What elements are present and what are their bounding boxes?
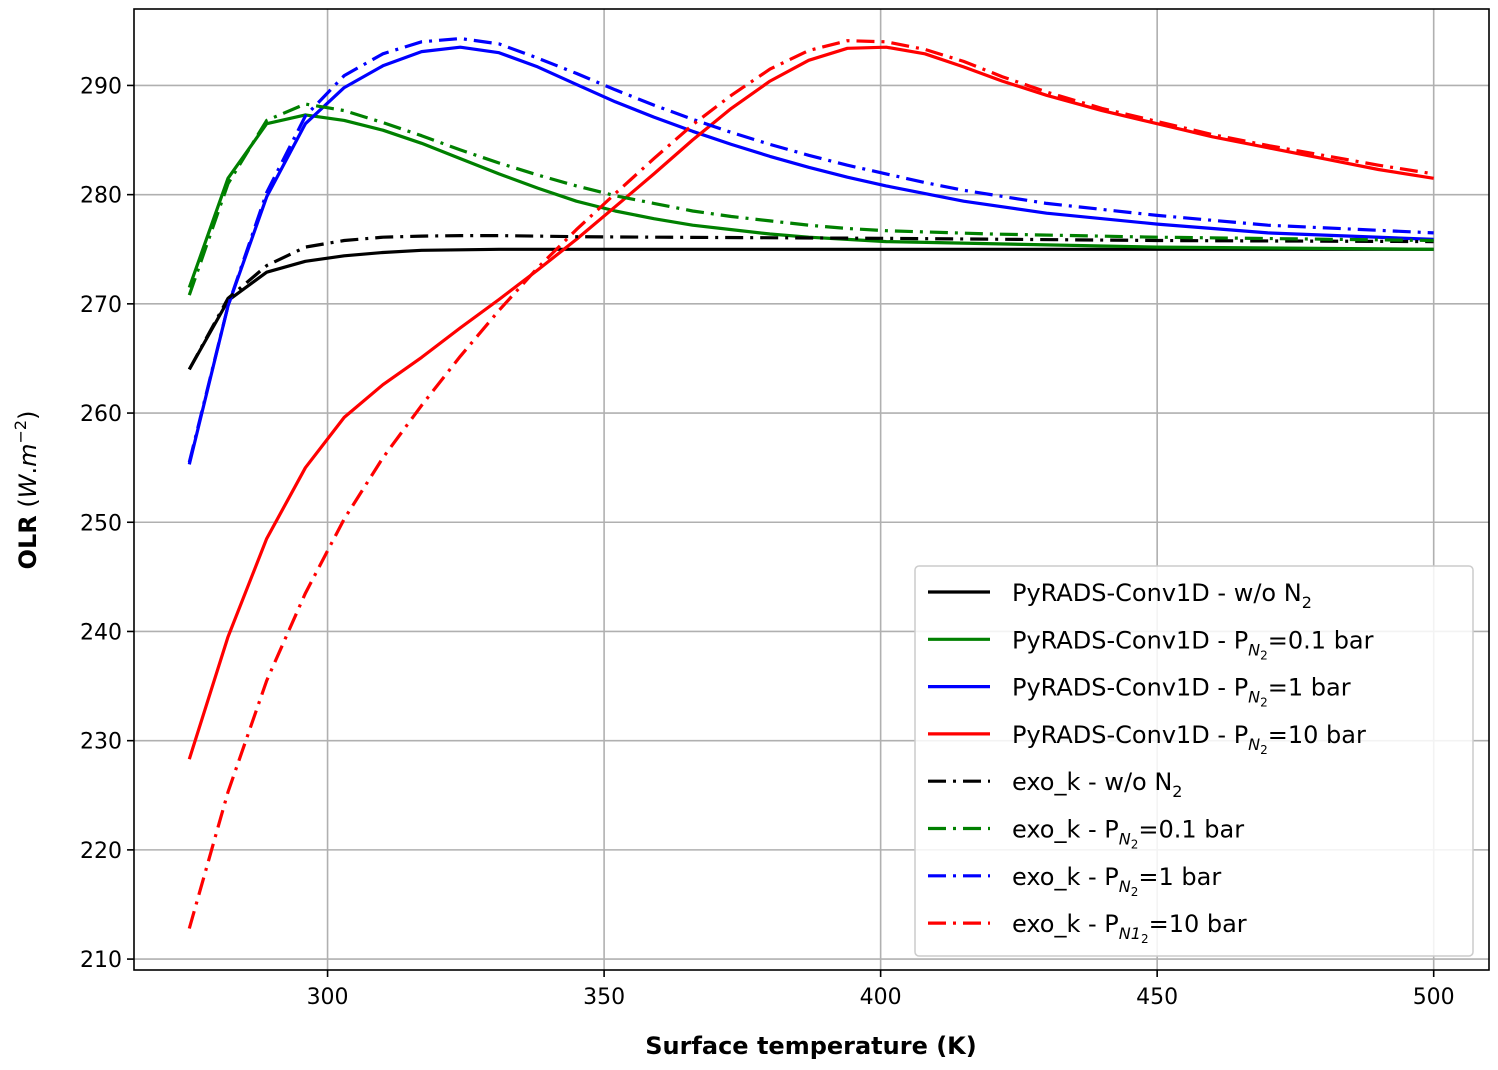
- y-axis-title-w: W: [14, 473, 42, 498]
- y-tick-label: 280: [80, 184, 122, 209]
- y-tick-label: 220: [80, 839, 122, 864]
- y-axis-title-close: ): [14, 411, 42, 420]
- legend-label-sub: N: [1248, 640, 1260, 659]
- legend-label-sub2: 2: [1260, 648, 1268, 662]
- legend-label-5: exo_k - w/o N2: [1012, 768, 1182, 801]
- y-axis-title-m: m: [14, 444, 42, 467]
- legend-box: [914, 565, 1474, 957]
- series-lines: [187, 36, 1434, 929]
- legend-label-sub2: 2: [1131, 885, 1139, 899]
- series-line-1: [187, 247, 1434, 371]
- legend-label-sub: N: [1248, 688, 1260, 707]
- series-line-6: [187, 102, 1434, 296]
- legend-label-3: PyRADS-Conv1D - PN2=1 bar: [1012, 674, 1351, 710]
- y-tick-label: 270: [80, 293, 122, 318]
- legend-label-main: exo_k - P: [1012, 816, 1119, 844]
- legend-label-main: PyRADS-Conv1D - P: [1012, 626, 1248, 654]
- legend-label-sub2: 2: [1260, 743, 1268, 757]
- legend-label-main: exo_k - w/o N: [1012, 768, 1172, 796]
- legend-label-sub2: 2: [1141, 932, 1149, 946]
- legend-label-main: PyRADS-Conv1D - P: [1012, 674, 1248, 702]
- legend-label-7: exo_k - PN2=1 bar: [1012, 863, 1221, 899]
- series-line-7: [187, 36, 1434, 463]
- legend-label-main: exo_k - P: [1012, 910, 1119, 938]
- y-tick-label: 290: [80, 74, 122, 99]
- legend-label-tail: =0.1 bar: [1268, 626, 1374, 654]
- y-tick-label: 260: [80, 402, 122, 427]
- x-tick-label: 400: [860, 985, 902, 1010]
- legend-label-tail: =0.1 bar: [1138, 816, 1244, 844]
- y-axis-title-dot: .: [14, 467, 42, 475]
- legend-label-sub2: 2: [1260, 696, 1268, 710]
- legend-label-sub2: 2: [1131, 838, 1139, 852]
- legend-label-tail: =1 bar: [1268, 674, 1351, 702]
- legend-label-sub2: 2: [1302, 593, 1312, 612]
- legend-label-sub: N: [1119, 877, 1131, 896]
- y-axis-title-exp: −2: [11, 420, 30, 444]
- series-line-2: [187, 113, 1434, 289]
- legend-label-main: exo_k - P: [1012, 863, 1119, 891]
- x-tick-label: 300: [307, 985, 349, 1010]
- y-axis-title-open: (: [14, 498, 42, 515]
- legend-label-tail: =10 bar: [1149, 910, 1247, 938]
- series-line-3: [187, 45, 1434, 465]
- series-line-4: [187, 45, 1434, 760]
- plot-frame: [133, 8, 1490, 971]
- legend-label-sub: N: [1119, 830, 1131, 849]
- grid-lines: [134, 9, 1489, 970]
- y-tick-label: 230: [80, 730, 122, 755]
- x-tick-label: 450: [1136, 985, 1178, 1010]
- series-line-5: [187, 234, 1434, 371]
- legend-label-sub: N: [1248, 735, 1260, 754]
- y-tick-label: 210: [80, 948, 122, 973]
- y-axis-title-main: OLR: [14, 515, 42, 569]
- series-line-8: [187, 39, 1434, 929]
- x-tick-label: 350: [583, 985, 625, 1010]
- y-tick-label: 250: [80, 511, 122, 536]
- legend-label-sub2: 2: [1172, 782, 1182, 801]
- legend-label-tail: =1 bar: [1138, 863, 1221, 891]
- axis-ticks: 300 350 400 450 500 210 220 230 240 250 260 270 280 2…: [80, 74, 1455, 1010]
- legend-label-4: PyRADS-Conv1D - PN2=10 bar: [1012, 721, 1366, 757]
- legend-label-sub: N1: [1119, 924, 1141, 943]
- y-tick-label: 240: [80, 620, 122, 645]
- legend-label-2: PyRADS-Conv1D - PN2=0.1 bar: [1012, 626, 1374, 662]
- y-axis-title: OLR (W.m−2): [11, 411, 42, 570]
- legend-label-6: exo_k - PN2=0.1 bar: [1012, 816, 1244, 852]
- legend-label-1: PyRADS-Conv1D - w/o N2: [1012, 579, 1312, 612]
- x-axis-title: Surface temperature (K): [645, 1032, 977, 1060]
- legend-label-8: exo_k - PN12=10 bar: [1012, 910, 1247, 946]
- x-tick-label: 500: [1413, 985, 1455, 1010]
- legend-label-tail: =10 bar: [1268, 721, 1366, 749]
- legend-label-main: PyRADS-Conv1D - w/o N: [1012, 579, 1302, 607]
- legend-label-main: PyRADS-Conv1D - P: [1012, 721, 1248, 749]
